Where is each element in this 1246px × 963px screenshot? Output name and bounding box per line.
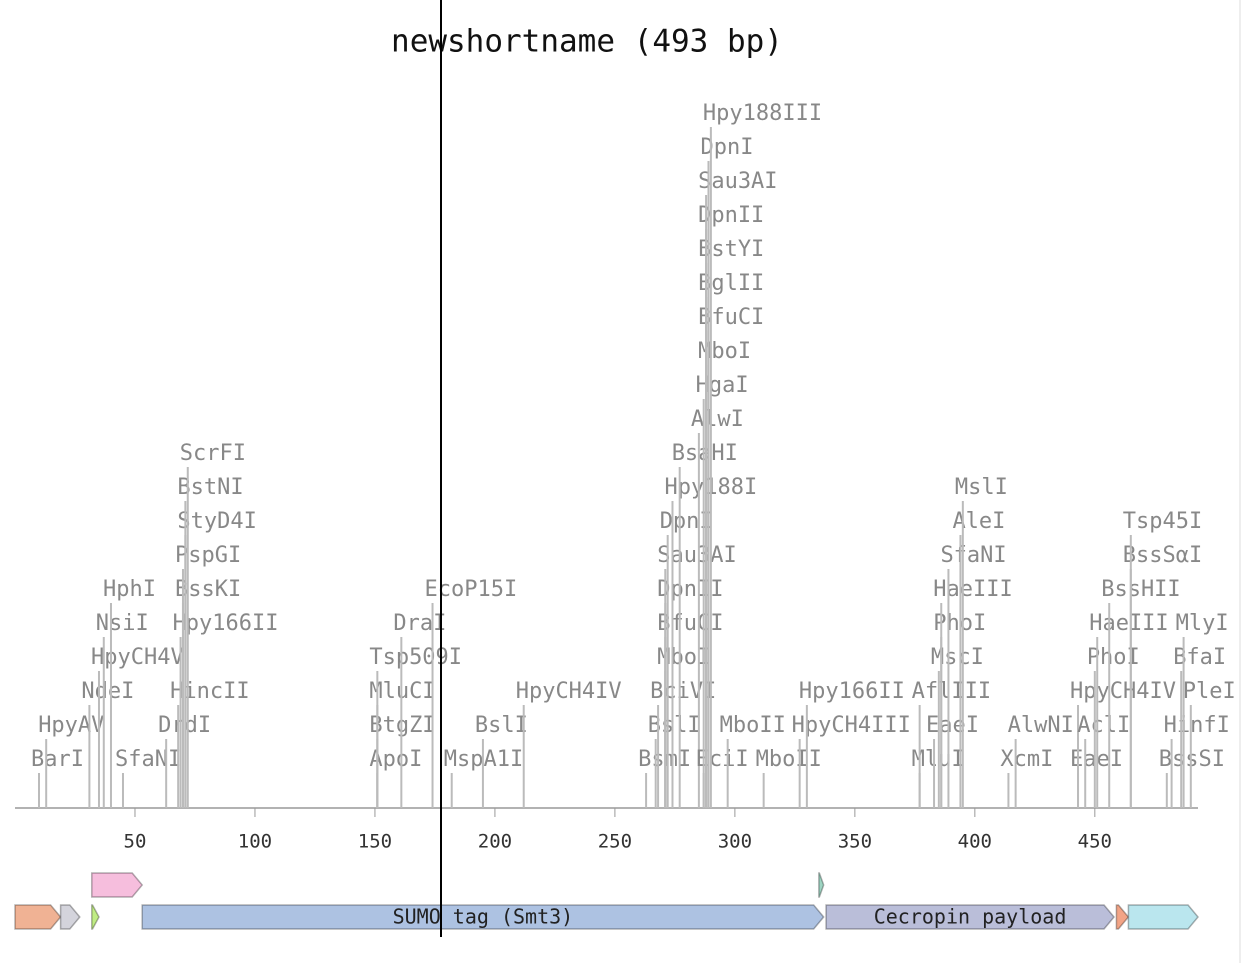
feature xyxy=(14,904,62,930)
enzyme-label: NsiI xyxy=(96,611,149,636)
enzyme-label: MslI xyxy=(955,475,1008,500)
tick-label: 250 xyxy=(598,831,632,853)
enzyme-label: AleI xyxy=(952,509,1005,534)
feature xyxy=(141,904,825,930)
enzyme-label: HpyCH4IV xyxy=(1070,679,1176,704)
enzyme-label: PleI xyxy=(1183,679,1236,704)
enzymes: BarIHpyAVSfaNINdeIDrdIHincIIHpyCH4VNsiIH… xyxy=(31,101,1236,808)
enzyme-label: BtgZI xyxy=(369,713,435,738)
feature xyxy=(1115,904,1130,930)
enzyme-label: HaeIII xyxy=(933,577,1012,602)
enzyme-label: MluCI xyxy=(369,679,435,704)
tick-label: 450 xyxy=(1078,831,1112,853)
enzyme-label: HpyCH4V xyxy=(91,645,184,670)
enzyme-label: AflIII xyxy=(912,679,991,704)
map-title: newshortname (493 bp) xyxy=(391,24,783,60)
enzyme-label: Tsp45I xyxy=(1123,509,1202,534)
feature-label: SUMO tag (Smt3) xyxy=(393,905,574,929)
enzyme-label: HpyAV xyxy=(38,713,104,738)
enzyme-label: BssSI xyxy=(1159,747,1225,772)
feature xyxy=(825,904,1115,930)
enzyme-label: Hpy166II xyxy=(173,611,279,636)
tick-label: 100 xyxy=(238,831,272,853)
enzyme-label: Hpy166II xyxy=(799,679,905,704)
tick-label: 50 xyxy=(124,831,147,853)
feature xyxy=(91,872,144,898)
enzyme-label: HinfI xyxy=(1164,713,1230,738)
enzyme-label: DraI xyxy=(393,611,446,636)
enzyme-label: MboII xyxy=(756,747,822,772)
enzyme-label: BssHII xyxy=(1101,577,1180,602)
enzyme-label: BarI xyxy=(31,747,84,772)
feature-label: Cecropin payload xyxy=(874,905,1067,929)
enzyme-label: XcmI xyxy=(1000,747,1053,772)
tick-label: 200 xyxy=(478,831,512,853)
enzyme-label: AlwI xyxy=(691,407,744,432)
enzyme-label: Tsp509I xyxy=(369,645,462,670)
enzyme-label: MlyI xyxy=(1176,611,1229,636)
tick-label: 300 xyxy=(718,831,752,853)
enzyme-label: BslI xyxy=(475,713,528,738)
enzyme-label: EaeI xyxy=(926,713,979,738)
enzyme-label: AlwNI xyxy=(1008,713,1074,738)
tick-label: 150 xyxy=(358,831,392,853)
enzyme-label: ScrFI xyxy=(180,441,246,466)
enzyme-label: BsaHI xyxy=(672,441,738,466)
enzyme-label: BfaI xyxy=(1173,645,1226,670)
enzyme-label: HpyCH4IV xyxy=(516,679,622,704)
feature xyxy=(91,904,100,930)
enzyme-label: NdeI xyxy=(81,679,134,704)
feature xyxy=(1127,904,1199,930)
enzyme-label: StyD4I xyxy=(177,509,256,534)
enzyme-label: HgaI xyxy=(696,373,749,398)
features: SUMO tag (Smt3) Cecropin payload xyxy=(14,872,1199,930)
enzyme-label: EcoP15I xyxy=(425,577,518,602)
enzyme-label: BslI xyxy=(648,713,701,738)
enzyme-label: MboII xyxy=(720,713,786,738)
enzyme-label: MscI xyxy=(931,645,984,670)
tick-label: 400 xyxy=(958,831,992,853)
enzyme-label: PhoI xyxy=(1087,645,1140,670)
enzyme-label: DpnI xyxy=(700,135,753,160)
feature xyxy=(818,872,825,898)
enzyme-label: AclI xyxy=(1077,713,1130,738)
enzyme-label: HaeIII xyxy=(1089,611,1168,636)
tick-label: 350 xyxy=(838,831,872,853)
feature xyxy=(59,904,81,930)
enzyme-label: SfaNI xyxy=(115,747,181,772)
enzyme-label: DpnI xyxy=(660,509,713,534)
enzyme-label: BssSαI xyxy=(1123,543,1202,568)
enzyme-label: Sau3AI xyxy=(657,543,736,568)
enzyme-label: Hpy188III xyxy=(703,101,822,126)
enzyme-label: HphI xyxy=(103,577,156,602)
enzyme-label: HpyCH4III xyxy=(792,713,911,738)
enzyme-label: SfaNI xyxy=(940,543,1006,568)
